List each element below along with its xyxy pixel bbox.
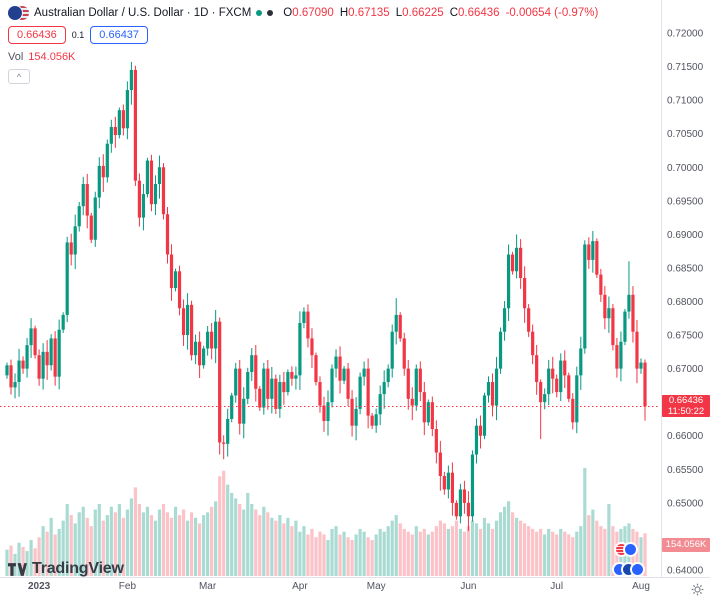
- svg-text:0.70500: 0.70500: [667, 129, 704, 140]
- svg-text:Jun: Jun: [460, 581, 476, 592]
- ohlc-values: O0.67090 H0.67135 L0.66225 C0.66436 -0.0…: [283, 7, 598, 19]
- last-price-badge: 0.66436 11:50:22: [662, 395, 710, 418]
- svg-text:2023: 2023: [28, 581, 51, 592]
- symbol-logo[interactable]: [8, 6, 29, 20]
- sell-button[interactable]: 0.66436: [8, 26, 66, 44]
- svg-text:0.69000: 0.69000: [667, 230, 704, 241]
- data-status-dot[interactable]: [267, 10, 274, 16]
- vol-label: Vol: [8, 51, 24, 63]
- time-axis[interactable]: [0, 577, 710, 600]
- svg-text:0.67000: 0.67000: [667, 364, 704, 375]
- vol-value: 154.056K: [28, 51, 76, 63]
- chevron-up-icon: ^: [16, 71, 22, 82]
- buy-button[interactable]: 0.66437: [90, 26, 149, 44]
- aud-flag-icon: [8, 6, 22, 20]
- svg-text:0.64000: 0.64000: [667, 566, 704, 577]
- tradingview-wordmark: TradingView: [32, 560, 124, 577]
- volume-legend: Vol 154.056K: [8, 51, 598, 63]
- collapse-legend-button[interactable]: ^: [8, 69, 30, 84]
- svg-text:May: May: [367, 581, 386, 592]
- svg-text:0.72000: 0.72000: [667, 29, 704, 40]
- svg-text:0.66000: 0.66000: [667, 431, 704, 442]
- svg-text:0.68500: 0.68500: [667, 263, 704, 274]
- open-value: O0.67090: [283, 7, 334, 19]
- economic-events-cluster[interactable]: [614, 542, 638, 557]
- bar-countdown: 11:50:22: [667, 406, 705, 418]
- svg-text:0.65500: 0.65500: [667, 465, 704, 476]
- event-flag-icon[interactable]: [630, 562, 645, 577]
- market-status-dot[interactable]: [256, 10, 263, 16]
- svg-text:0.69500: 0.69500: [667, 196, 704, 207]
- high-value: H0.67135: [339, 7, 390, 19]
- volume-badge: 154.056K: [662, 538, 710, 552]
- change-value: -0.00654 (-0.97%): [505, 7, 599, 19]
- price-axis[interactable]: [661, 0, 710, 577]
- svg-text:Jul: Jul: [550, 581, 563, 592]
- last-price-value: 0.66436: [668, 395, 704, 407]
- chart-legend: Australian Dollar / U.S. Dollar · 1D · F…: [8, 6, 598, 84]
- economic-events-cluster[interactable]: [612, 562, 645, 577]
- svg-text:0.70000: 0.70000: [667, 163, 704, 174]
- close-value: C0.66436: [449, 7, 500, 19]
- svg-text:0.71500: 0.71500: [667, 62, 704, 73]
- tradingview-logo[interactable]: TradingView: [8, 560, 124, 578]
- svg-text:Apr: Apr: [292, 581, 308, 592]
- spread-value: 0.1: [71, 30, 85, 40]
- svg-text:0.68000: 0.68000: [667, 297, 704, 308]
- svg-text:0.65000: 0.65000: [667, 498, 704, 509]
- svg-text:Feb: Feb: [119, 581, 137, 592]
- tradingview-mark-icon: [8, 562, 27, 576]
- svg-text:Mar: Mar: [199, 581, 217, 592]
- svg-text:0.71000: 0.71000: [667, 96, 704, 107]
- svg-text:Aug: Aug: [632, 581, 650, 592]
- svg-text:0.67500: 0.67500: [667, 331, 704, 342]
- volume-badge-value: 154.056K: [665, 539, 707, 550]
- settings-gear-icon[interactable]: [691, 583, 704, 596]
- low-value: L0.66225: [395, 7, 444, 19]
- event-flag-icon[interactable]: [623, 542, 638, 557]
- symbol-title[interactable]: Australian Dollar / U.S. Dollar · 1D · F…: [34, 7, 252, 19]
